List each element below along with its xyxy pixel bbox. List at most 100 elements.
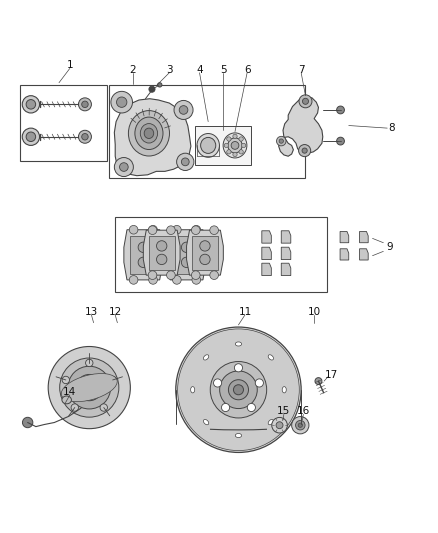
Polygon shape	[167, 230, 206, 280]
Ellipse shape	[144, 128, 154, 139]
Circle shape	[173, 225, 181, 234]
Circle shape	[62, 376, 70, 384]
Bar	[115, 217, 327, 293]
Text: 4: 4	[196, 64, 203, 75]
Circle shape	[22, 128, 39, 146]
Circle shape	[76, 375, 102, 401]
Circle shape	[239, 150, 243, 154]
Circle shape	[233, 152, 237, 157]
Circle shape	[129, 276, 138, 284]
Text: 3: 3	[166, 64, 173, 75]
Circle shape	[120, 163, 128, 172]
Circle shape	[78, 98, 92, 111]
Circle shape	[233, 385, 244, 395]
Circle shape	[177, 153, 194, 171]
Circle shape	[174, 100, 193, 119]
Text: 15: 15	[277, 406, 290, 416]
Polygon shape	[124, 230, 163, 280]
Circle shape	[272, 417, 287, 433]
Circle shape	[234, 364, 243, 372]
Bar	[20, 85, 106, 160]
Circle shape	[337, 137, 344, 145]
Circle shape	[138, 257, 148, 268]
Circle shape	[149, 276, 157, 284]
Polygon shape	[130, 236, 157, 273]
Circle shape	[148, 226, 157, 235]
Text: 12: 12	[109, 307, 122, 317]
Ellipse shape	[235, 342, 242, 346]
Circle shape	[71, 404, 78, 411]
Circle shape	[82, 101, 88, 108]
Circle shape	[166, 271, 175, 279]
Ellipse shape	[61, 374, 117, 402]
Circle shape	[302, 148, 307, 153]
Circle shape	[178, 329, 299, 450]
Circle shape	[138, 242, 148, 253]
Circle shape	[222, 403, 230, 411]
Circle shape	[22, 96, 39, 113]
Circle shape	[227, 150, 231, 154]
Ellipse shape	[282, 386, 286, 393]
Circle shape	[82, 380, 97, 395]
Circle shape	[192, 276, 201, 284]
Circle shape	[210, 271, 219, 279]
Text: 14: 14	[63, 387, 77, 397]
Text: 1: 1	[67, 60, 73, 70]
Circle shape	[239, 137, 243, 141]
Text: 5: 5	[220, 64, 226, 75]
Text: 11: 11	[238, 307, 251, 317]
Circle shape	[85, 359, 93, 367]
Circle shape	[191, 226, 200, 235]
Polygon shape	[281, 231, 291, 243]
Ellipse shape	[140, 124, 158, 143]
Circle shape	[315, 378, 322, 384]
Ellipse shape	[201, 138, 216, 154]
Circle shape	[181, 158, 189, 166]
Circle shape	[276, 136, 286, 146]
Ellipse shape	[203, 355, 209, 360]
Circle shape	[26, 132, 35, 142]
Circle shape	[181, 242, 192, 253]
Circle shape	[241, 143, 246, 148]
Circle shape	[156, 241, 167, 251]
Circle shape	[149, 225, 157, 234]
Text: 9: 9	[386, 242, 393, 252]
Circle shape	[337, 106, 344, 114]
Circle shape	[296, 421, 305, 430]
Circle shape	[129, 225, 138, 234]
Polygon shape	[187, 230, 223, 275]
Text: 10: 10	[307, 307, 321, 317]
Circle shape	[192, 225, 201, 234]
Polygon shape	[360, 231, 368, 243]
Circle shape	[179, 106, 188, 114]
Circle shape	[111, 91, 133, 113]
Circle shape	[78, 130, 92, 143]
Circle shape	[247, 403, 255, 411]
Circle shape	[200, 254, 210, 264]
Polygon shape	[114, 99, 191, 176]
Polygon shape	[279, 97, 323, 156]
Ellipse shape	[128, 111, 170, 156]
Circle shape	[181, 257, 192, 268]
Ellipse shape	[191, 386, 195, 393]
Polygon shape	[143, 230, 180, 275]
Polygon shape	[340, 249, 349, 260]
Ellipse shape	[203, 419, 209, 425]
Polygon shape	[281, 263, 291, 276]
Polygon shape	[173, 236, 200, 273]
Ellipse shape	[268, 355, 273, 360]
Text: 2: 2	[129, 64, 136, 75]
Circle shape	[276, 422, 283, 429]
Bar	[195, 126, 251, 165]
Text: 6: 6	[244, 64, 251, 75]
Circle shape	[227, 137, 231, 141]
Circle shape	[255, 379, 263, 387]
Circle shape	[279, 139, 283, 143]
Circle shape	[100, 404, 107, 411]
Circle shape	[114, 158, 134, 176]
Bar	[109, 85, 305, 178]
Circle shape	[173, 276, 181, 284]
Ellipse shape	[231, 142, 239, 149]
Circle shape	[26, 100, 35, 109]
Text: 7: 7	[298, 64, 304, 75]
